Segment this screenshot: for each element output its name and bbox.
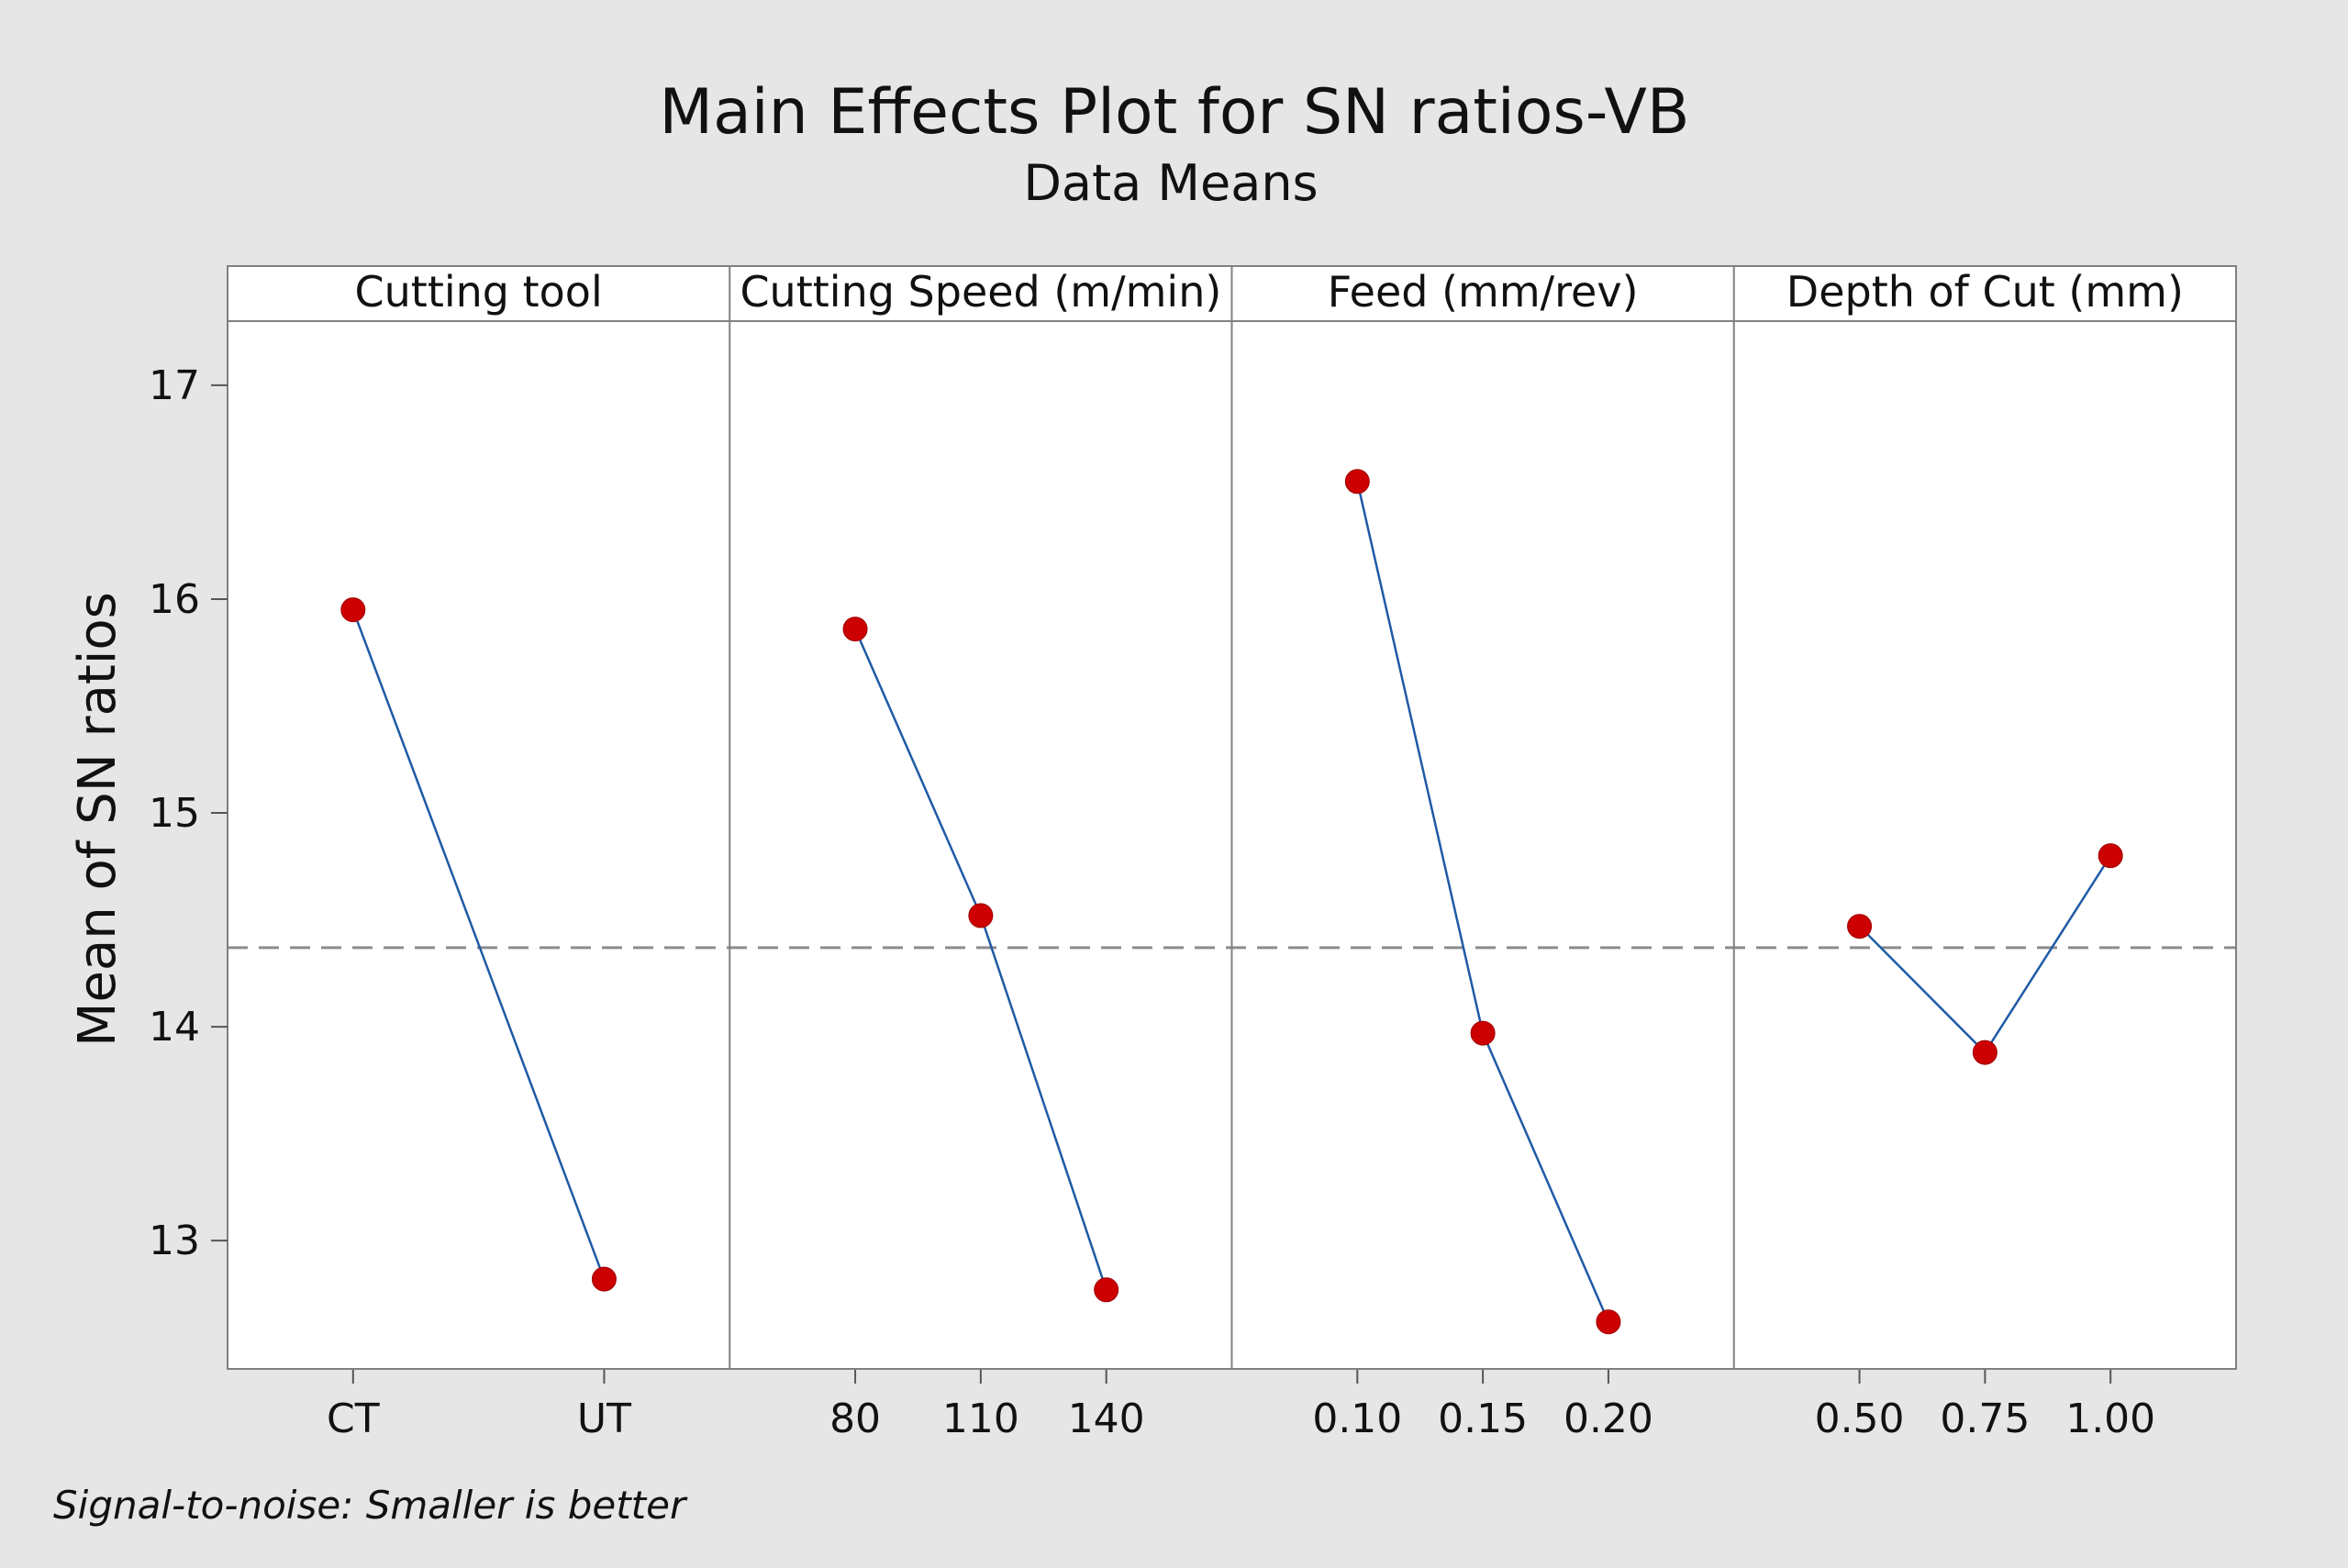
x-tick-label: 1.00 — [2065, 1396, 2155, 1442]
x-tick-label: 0.20 — [1563, 1396, 1653, 1442]
x-tick-label: 0.10 — [1312, 1396, 1402, 1442]
data-point — [1470, 1020, 1496, 1046]
y-tick-label: 17 — [149, 362, 200, 409]
data-point — [1847, 914, 1873, 940]
y-tick-label: 13 — [149, 1218, 200, 1264]
panel-title: Cutting tool — [355, 267, 603, 317]
x-tick-label: 0.75 — [1940, 1396, 2030, 1442]
chart-subtitle: Data Means — [1023, 154, 1318, 212]
data-point — [1094, 1277, 1119, 1303]
plot-area: Cutting tool CT UT Cutting Speed (m/min) 80 1… — [149, 265, 2237, 1442]
y-tick-label: 15 — [149, 790, 200, 837]
x-tick-label: 0.15 — [1438, 1396, 1528, 1442]
data-point — [1596, 1309, 1621, 1335]
y-axis-label: Mean of SN ratios — [68, 592, 128, 1047]
data-point — [591, 1266, 617, 1292]
x-tick-label: CT — [327, 1396, 380, 1442]
chart-title: Main Effects Plot for SN ratios-VB — [659, 76, 1689, 149]
data-point — [2098, 843, 2123, 869]
y-tick-label: 16 — [149, 576, 200, 623]
x-tick-label: 0.50 — [1815, 1396, 1905, 1442]
x-tick-label: UT — [577, 1396, 631, 1442]
panel-title: Depth of Cut (mm) — [1786, 267, 2184, 317]
data-point — [1344, 469, 1370, 495]
data-point — [968, 903, 994, 929]
data-point — [340, 597, 366, 623]
data-point — [842, 617, 868, 642]
panel-title: Cutting Speed (m/min) — [740, 267, 1221, 317]
data-point — [1972, 1040, 1997, 1065]
x-tick-label: 110 — [942, 1396, 1019, 1442]
x-tick-label: 80 — [829, 1396, 881, 1442]
y-tick-label: 14 — [149, 1004, 200, 1051]
series-line — [351, 609, 606, 1280]
plot-frame — [227, 265, 2237, 1370]
footnote: Signal-to-noise: Smaller is better — [53, 1483, 688, 1528]
x-tick-label: 140 — [1068, 1396, 1145, 1442]
panel-title: Feed (mm/rev) — [1328, 267, 1639, 317]
